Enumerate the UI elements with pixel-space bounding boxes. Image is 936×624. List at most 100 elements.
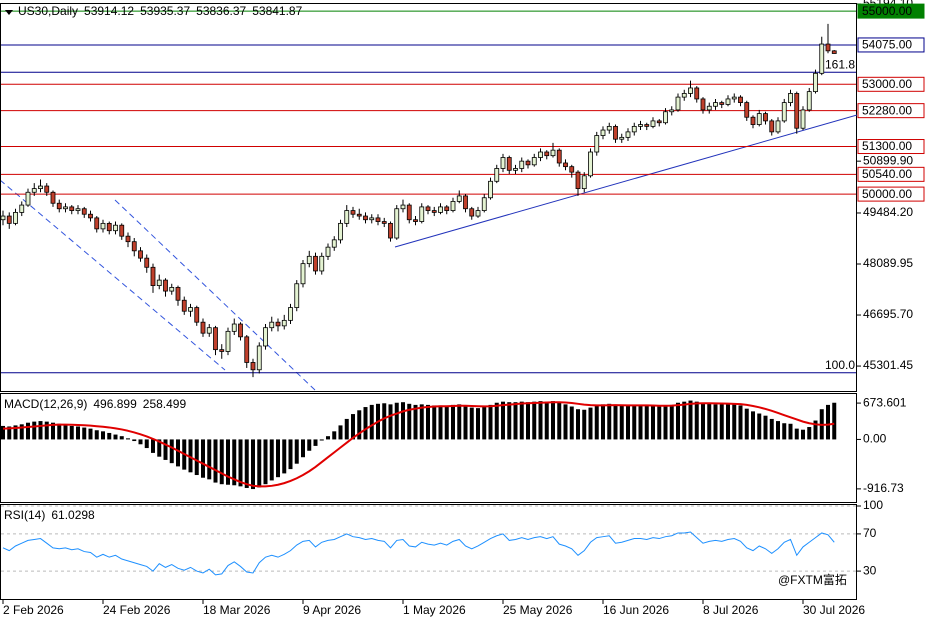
macd-bar bbox=[94, 430, 99, 440]
header-value: 258.499 bbox=[143, 397, 187, 411]
candle-body bbox=[644, 124, 650, 127]
candle-body bbox=[231, 323, 237, 332]
candle-body bbox=[431, 210, 437, 213]
candle-body bbox=[169, 287, 175, 292]
candle-body bbox=[63, 206, 68, 210]
candle-body bbox=[769, 120, 775, 133]
candle-body bbox=[713, 102, 718, 107]
macd-bar bbox=[151, 439, 155, 453]
candle-body bbox=[300, 263, 306, 285]
candle-body bbox=[350, 210, 356, 215]
candle-body bbox=[269, 321, 275, 329]
macd-bar bbox=[582, 409, 587, 440]
macd-bar bbox=[626, 405, 630, 440]
trend-line bbox=[394, 114, 857, 248]
macd-bar bbox=[313, 439, 318, 446]
macd-bar bbox=[51, 422, 55, 440]
macd-bar bbox=[469, 407, 474, 440]
macd-bar bbox=[732, 404, 737, 440]
candle-body bbox=[656, 120, 662, 124]
candle-body bbox=[125, 235, 131, 243]
candle-body bbox=[606, 125, 612, 131]
candle-body bbox=[81, 208, 87, 215]
header-value: 496.899 bbox=[93, 397, 137, 411]
candle-body bbox=[681, 93, 687, 98]
macd-bar bbox=[644, 405, 649, 440]
macd-bar bbox=[426, 404, 430, 440]
macd-bar bbox=[163, 439, 168, 460]
macd-bar bbox=[382, 403, 387, 440]
macd-bar bbox=[344, 418, 349, 440]
y-tick-label: 46695.70 bbox=[863, 307, 913, 321]
macd-bar bbox=[219, 439, 224, 485]
x-tick-label: 30 Jul 2026 bbox=[803, 603, 865, 617]
macd-bar bbox=[244, 439, 249, 488]
candle-body bbox=[281, 319, 287, 327]
macd-bar bbox=[338, 425, 343, 440]
candle-body bbox=[619, 136, 625, 140]
channel-line bbox=[114, 199, 316, 391]
candle-body bbox=[706, 105, 712, 111]
candle-body bbox=[725, 98, 731, 105]
header-value: 53935.37 bbox=[140, 4, 190, 18]
candle-body bbox=[319, 255, 325, 272]
macd-bar bbox=[719, 404, 724, 440]
macd-bar bbox=[657, 406, 662, 440]
macd-bar bbox=[801, 429, 805, 440]
candle-body bbox=[31, 188, 37, 193]
macd-bar bbox=[713, 404, 718, 440]
panel-header: RSI(14) 61.0298 bbox=[4, 508, 95, 522]
macd-bar bbox=[257, 439, 262, 488]
macd-bar bbox=[751, 411, 755, 440]
macd-bar bbox=[294, 439, 299, 464]
candle-body bbox=[688, 87, 693, 94]
candle-body bbox=[388, 222, 393, 239]
macd-bar bbox=[413, 404, 418, 440]
candle-body bbox=[456, 195, 462, 202]
candle-body bbox=[250, 362, 256, 371]
macd-bar bbox=[419, 404, 424, 440]
y-tick-label: 0.00 bbox=[863, 432, 887, 446]
candle-body bbox=[138, 250, 143, 259]
candle-body bbox=[650, 120, 656, 127]
macd-bar bbox=[176, 439, 180, 467]
rsi-line bbox=[2, 531, 835, 576]
level-label: 50540.00 bbox=[862, 167, 912, 181]
macd-bar bbox=[651, 405, 655, 440]
level-label-box bbox=[857, 76, 925, 92]
y-tick-label: 30 bbox=[863, 563, 877, 577]
candle-body bbox=[56, 202, 62, 210]
candle-body bbox=[156, 279, 162, 286]
macd-bar bbox=[544, 401, 549, 440]
macd-bar bbox=[832, 402, 837, 440]
macd-bar bbox=[269, 439, 274, 481]
macd-bar bbox=[113, 434, 118, 440]
candle-body bbox=[225, 330, 231, 352]
candle-body bbox=[575, 171, 581, 190]
y-tick-label: 50899.90 bbox=[863, 153, 913, 167]
macd-bar bbox=[32, 421, 37, 440]
candle-body bbox=[444, 206, 450, 211]
macd-bar bbox=[432, 405, 437, 440]
overlay: 161.8 100.0 55000.00 54075.00 53000.00 52280.… bbox=[4, 3, 925, 587]
panel-header: US30,Daily 53914.12 53935.37 53836.37 53841.… bbox=[18, 4, 303, 18]
macd-bar bbox=[513, 402, 518, 440]
candle-body bbox=[469, 208, 475, 217]
macd-bar bbox=[782, 423, 787, 440]
macd-plot bbox=[1, 400, 837, 490]
level-label-box bbox=[857, 37, 925, 53]
macd-bar bbox=[276, 439, 280, 478]
macd-bar bbox=[488, 404, 493, 440]
header-value: 53836.37 bbox=[196, 4, 246, 18]
candle-body bbox=[594, 135, 600, 153]
level-label: 52280.00 bbox=[862, 103, 912, 117]
candle-body bbox=[763, 113, 768, 122]
candle-body bbox=[556, 149, 562, 164]
candle-body bbox=[375, 217, 381, 222]
macd-bar bbox=[19, 424, 24, 440]
candle-body bbox=[781, 102, 787, 122]
candle-body bbox=[613, 125, 618, 140]
header-value: 61.0298 bbox=[51, 508, 95, 522]
level-label: 51300.00 bbox=[862, 139, 912, 153]
candle-body bbox=[1, 215, 6, 221]
